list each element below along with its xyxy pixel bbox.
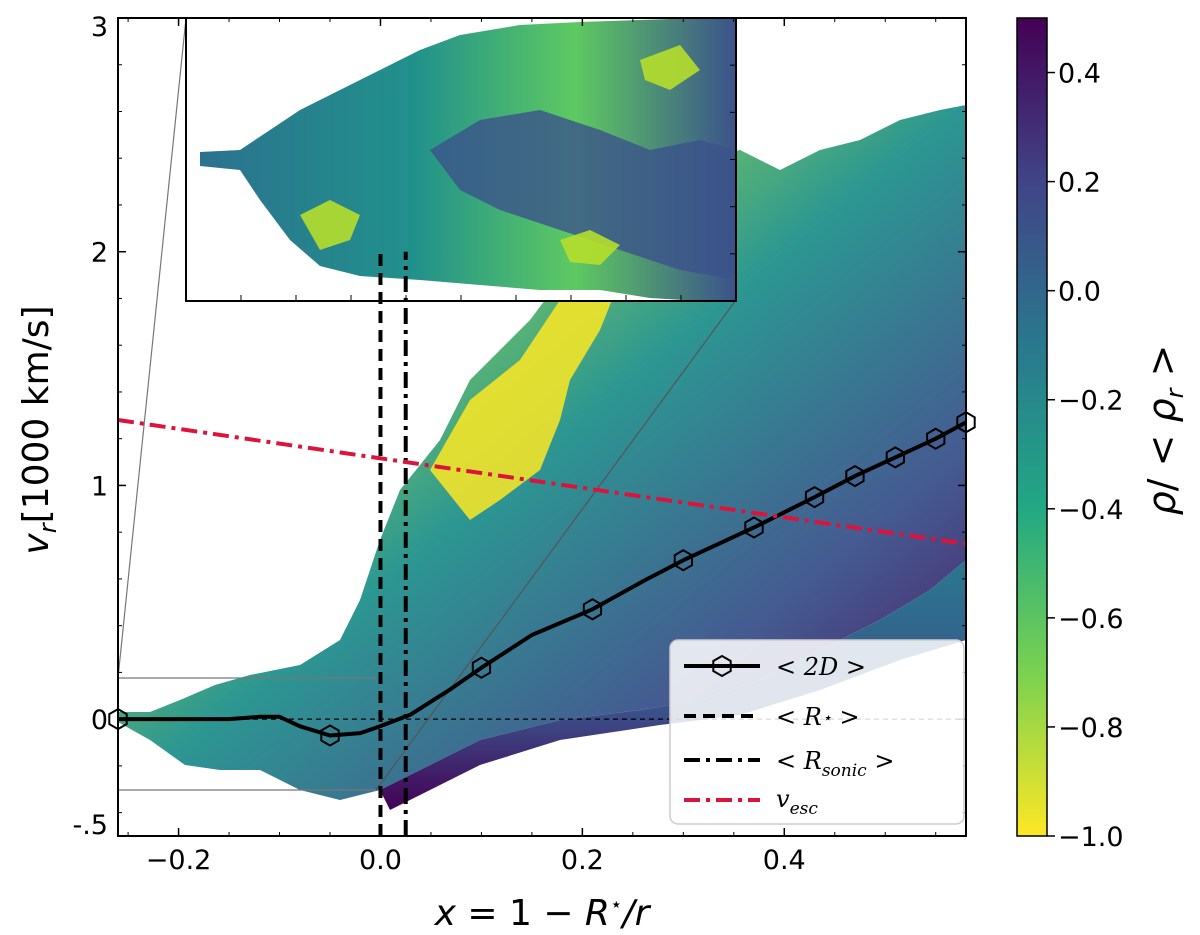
x-tick-label: 0.2 [561,845,604,876]
x-tick-label: 0.4 [763,845,806,876]
x-axis-label: x = 1 − R⋆/r [434,892,652,934]
hexagon-marker [582,598,603,621]
series-layer [108,251,976,836]
colorbar-tick-label: −0.4 [1058,495,1124,526]
x-tick-label: 0.0 [359,845,402,876]
colorbar-tick-label: −0.2 [1058,386,1124,417]
colorbar-tick-label: −0.8 [1058,713,1124,744]
legend-box [669,639,965,825]
x-tick-label: −0.2 [146,845,212,876]
zoom-guides [117,17,737,791]
density-field [118,105,966,810]
hexagon-marker [926,427,946,450]
series-line [117,418,967,546]
svg-text:vr[1000 km/s]: vr[1000 km/s] [16,305,62,554]
colorbar-ticks: 0.4 0.2 0.0 −0.2 −0.4 −0.6 −0.8 −1.0 [1047,59,1124,853]
hexagon-marker-icon [712,654,732,678]
legend-entry-2d: < 2D > [684,653,866,681]
hexagon-marker [845,464,865,488]
colorbar-tick-label: 0.2 [1058,168,1101,199]
hexagon-marker [885,446,905,469]
hexagon-marker [673,549,693,572]
colorbar: 0.4 0.2 0.0 −0.2 −0.4 −0.6 −0.8 −1.0 ρ/ < ρr > [1016,17,1189,853]
y-tick-label: 3 [91,12,108,43]
colorbar-label: ρ/ < ρr > [1140,345,1189,516]
colorbar-tick-label: −0.6 [1058,604,1124,635]
inset-panel [185,17,737,302]
field-lower-wedge [380,560,966,810]
legend-entry-rstar: < R⋆ > [684,703,860,731]
plot-frame [117,17,967,837]
legend: < 2D > < R⋆ > < Rsonic > vesc [669,639,965,825]
field-yellow-plume [430,250,620,520]
y-tick-label: 0 [91,705,108,736]
inset-dark-region [430,110,736,280]
series-v-esc [117,418,967,546]
inset-yellow-patches [300,45,700,265]
colorbar-tick-label: 0.0 [1058,277,1101,308]
hexagon-marker [744,516,764,539]
hexagon-marker [320,724,340,747]
y-tick-label: 2 [91,238,108,269]
colorbar-tick-label: −1.0 [1058,822,1124,853]
mean-2d-line [118,420,967,738]
y-tick-label: 1 [91,471,108,502]
svg-text:ρ/ < ρr >: ρ/ < ρr > [1140,345,1189,516]
y-tick-label: -.5 [72,810,108,841]
svg-text:x = 1 − R⋆/r: x = 1 − R⋆/r [434,892,652,934]
y-axis-label: vr[1000 km/s] [16,305,62,554]
colorbar-gradient [1016,17,1048,837]
colorbar-tick-label: 0.4 [1058,59,1101,90]
hexagon-marker [804,485,825,509]
series-2d [108,411,976,747]
svg-text:< R⋆ >: < R⋆ > [776,703,860,731]
svg-text:< 2D >: < 2D > [776,653,866,681]
hexagon-marker [471,656,492,679]
